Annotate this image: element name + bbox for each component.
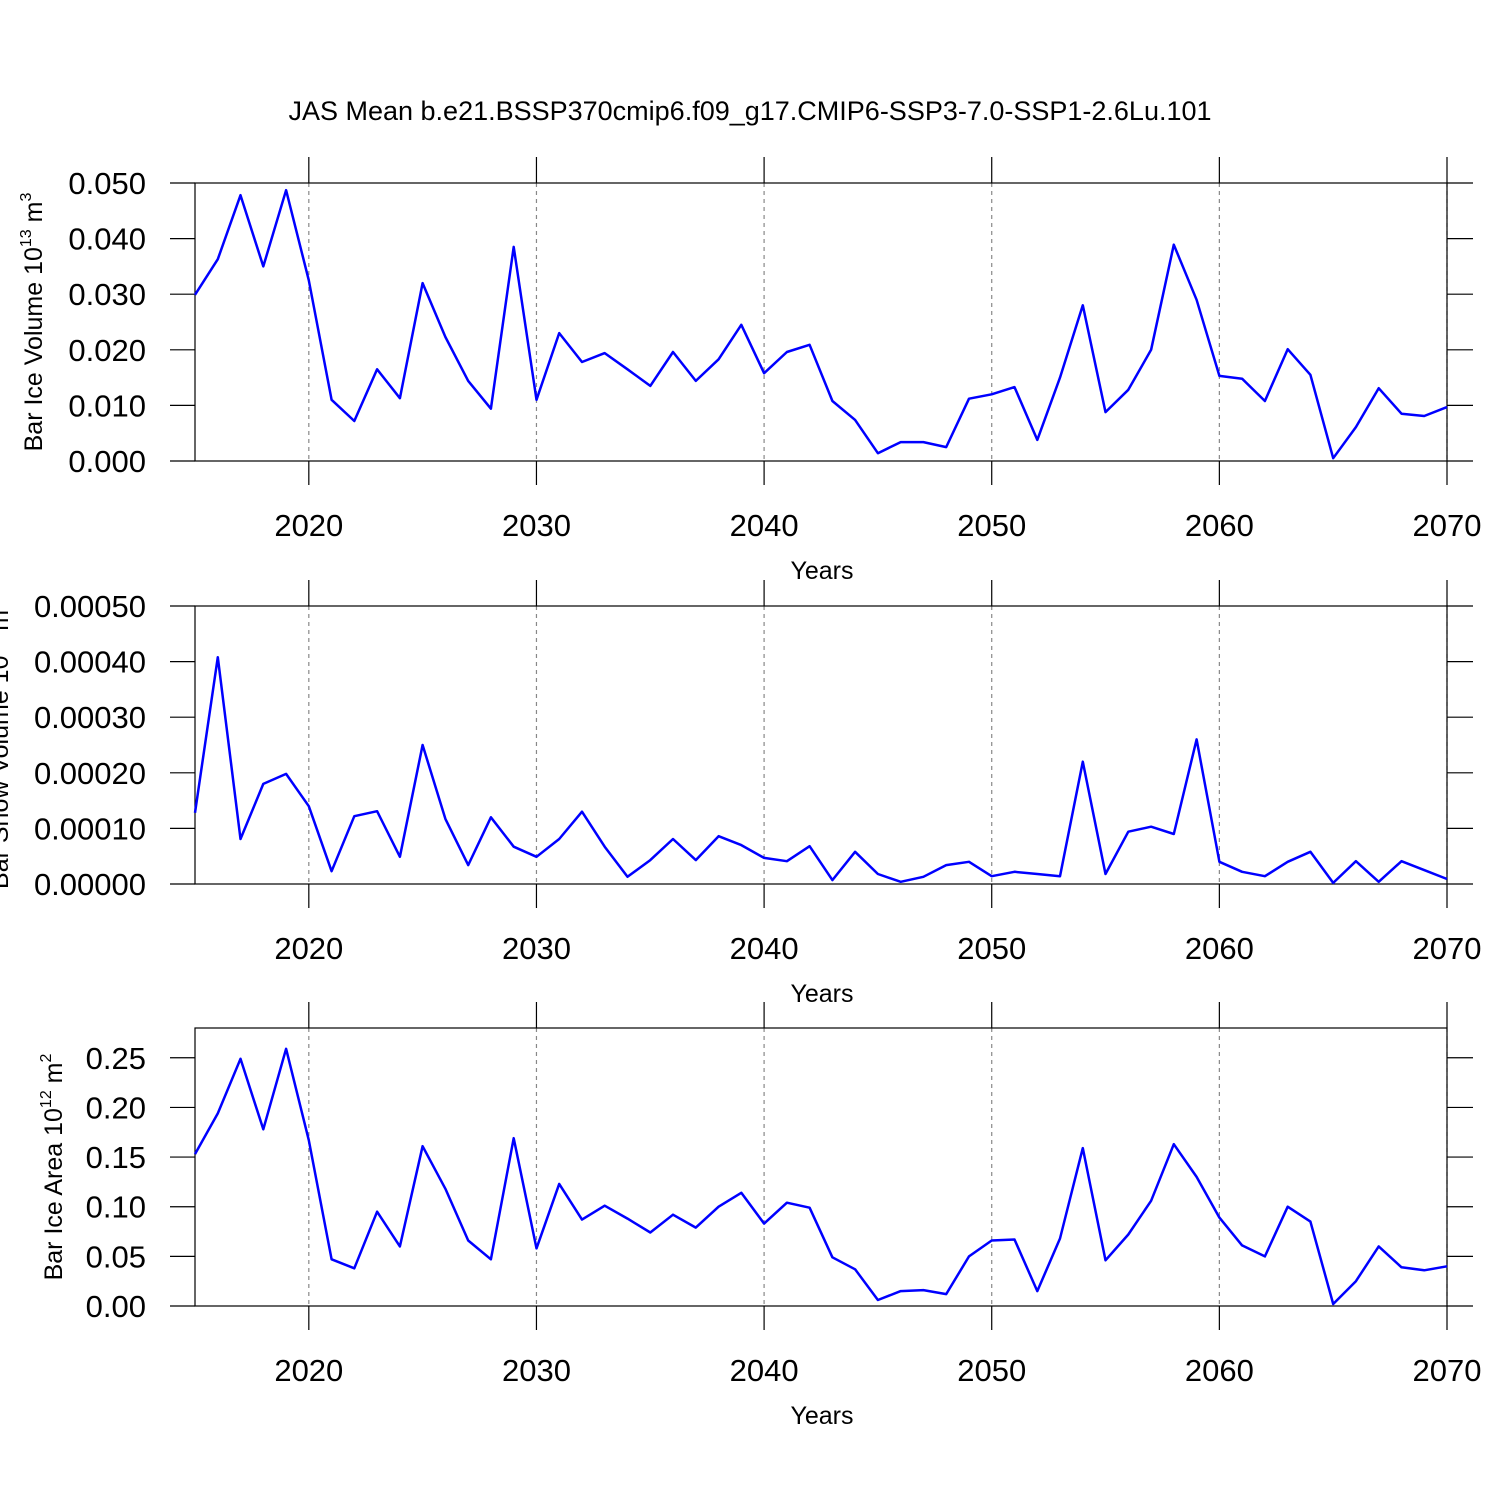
data-line (193, 1047, 1448, 1306)
y-axis-label-part: m (0, 610, 14, 638)
y-tick-label: 0.00030 (34, 700, 146, 735)
plot-frame (194, 182, 1448, 462)
plot-frame (194, 1027, 1448, 1307)
x-tick-label: 2050 (957, 931, 1026, 966)
y-axis-label-part: Bar Snow Volume 10 (0, 656, 14, 889)
y-axis-label-part: Bar Ice Area 10 (40, 1108, 68, 1280)
y-tick-label: 0.040 (68, 222, 146, 257)
y-axis-label-exponent: 13 (18, 229, 35, 247)
x-tick-label: 2040 (730, 508, 799, 543)
y-tick-label: 0.10 (86, 1190, 146, 1225)
y-axis-label: Bar Ice Area 1012 m2 (38, 1054, 68, 1281)
y-tick-label: 0.00020 (34, 756, 146, 791)
x-tick-label: 2030 (502, 508, 571, 543)
x-tick-label: 2050 (957, 1353, 1026, 1388)
x-tick-label: 2040 (730, 931, 799, 966)
y-tick-label: 0.00040 (34, 645, 146, 680)
x-tick-label: 2030 (502, 1353, 571, 1388)
y-axis-label-exponent: 13 (0, 638, 1, 656)
x-axis-label: Years (790, 557, 853, 585)
y-axis-label: Bar Ice Volume 1013 m3 (18, 193, 48, 452)
y-axis-label-exponent: 2 (38, 1054, 55, 1063)
y-tick-label: 0.00010 (34, 811, 146, 846)
x-tick-label: 2050 (957, 508, 1026, 543)
y-axis-label-part: Bar Ice Volume 10 (20, 247, 48, 451)
x-tick-label: 2060 (1185, 1353, 1254, 1388)
x-tick-label: 2070 (1413, 508, 1482, 543)
y-axis-label-part: m (40, 1063, 68, 1091)
x-tick-label: 2070 (1413, 931, 1482, 966)
y-tick-label: 0.050 (68, 166, 146, 201)
y-tick-label: 0.020 (68, 333, 146, 368)
x-tick-label: 2060 (1185, 508, 1254, 543)
y-axis-label-exponent: 3 (18, 193, 35, 202)
y-tick-label: 0.00050 (34, 589, 146, 624)
y-axis-label-part: m (20, 202, 48, 230)
y-tick-label: 0.20 (86, 1090, 146, 1125)
y-tick-label: 0.00 (86, 1289, 146, 1324)
x-tick-label: 2040 (730, 1353, 799, 1388)
y-axis-label: Bar Snow Volume 1013 m3 (0, 601, 14, 889)
plot-frame (194, 605, 1448, 885)
y-tick-label: 0.25 (86, 1041, 146, 1076)
y-axis-label-exponent: 12 (38, 1090, 55, 1108)
x-tick-label: 2020 (274, 1353, 343, 1388)
x-tick-label: 2020 (274, 931, 343, 966)
x-tick-label: 2020 (274, 508, 343, 543)
y-tick-label: 0.05 (86, 1239, 146, 1274)
chart-title: JAS Mean b.e21.BSSP370cmip6.f09_g17.CMIP… (288, 96, 1211, 126)
y-tick-label: 0.00000 (34, 867, 146, 902)
y-tick-label: 0.000 (68, 444, 146, 479)
x-tick-label: 2060 (1185, 931, 1254, 966)
y-tick-label: 0.010 (68, 388, 146, 423)
data-line (193, 655, 1448, 885)
x-tick-label: 2070 (1413, 1353, 1482, 1388)
x-axis-label: Years (790, 980, 853, 1008)
x-axis-label: Years (790, 1402, 853, 1430)
y-axis-label-exponent: 3 (0, 601, 1, 610)
y-tick-label: 0.15 (86, 1140, 146, 1175)
x-tick-label: 2030 (502, 931, 571, 966)
y-tick-label: 0.030 (68, 277, 146, 312)
data-line (193, 188, 1448, 460)
